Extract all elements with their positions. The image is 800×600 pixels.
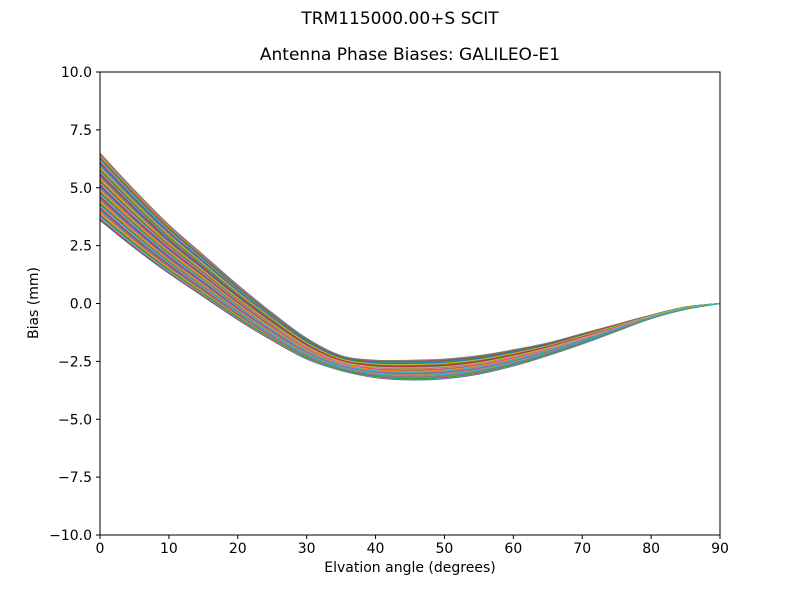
x-tick-label: 70: [573, 541, 591, 557]
y-tick-label: 0.0: [70, 297, 92, 313]
bias-curve: [99, 157, 721, 363]
bias-curve: [99, 183, 721, 370]
x-tick-label: 10: [160, 541, 178, 557]
x-tick-label: 90: [711, 541, 729, 557]
y-tick-label: 10.0: [61, 65, 92, 81]
bias-curve: [99, 207, 721, 377]
x-tick-label: 20: [229, 541, 247, 557]
y-tick-label: −10.0: [49, 528, 92, 544]
bias-curve: [99, 205, 721, 377]
y-tick-label: −5.0: [58, 412, 92, 428]
y-axis-label: Bias (mm): [26, 267, 42, 339]
bias-curve: [99, 167, 721, 366]
bias-curve: [99, 216, 721, 380]
bias-curve: [99, 173, 721, 367]
x-tick-label: 30: [298, 541, 316, 557]
bias-curve: [99, 212, 721, 379]
y-tick-label: 5.0: [70, 181, 92, 197]
bias-curve: [99, 218, 721, 381]
bias-curve: [99, 219, 721, 381]
bias-curve: [99, 217, 721, 380]
bias-curve: [99, 206, 721, 377]
bias-curve: [99, 215, 721, 380]
y-tick-label: 7.5: [70, 123, 92, 139]
bias-curve: [99, 193, 721, 373]
y-tick-label: 2.5: [70, 239, 92, 255]
x-axis-label: Elvation angle (degrees): [324, 560, 495, 576]
x-tick-label: 60: [504, 541, 522, 557]
bias-curve: [99, 211, 721, 379]
x-tick-label: 80: [642, 541, 660, 557]
bias-curve: [99, 209, 721, 378]
chart-title: Antenna Phase Biases: GALILEO-E1: [260, 45, 560, 65]
y-tick-label: −7.5: [58, 470, 92, 486]
bias-curve: [99, 214, 721, 379]
x-tick-label: 0: [96, 541, 105, 557]
x-tick-label: 40: [367, 541, 385, 557]
figure-suptitle: TRM115000.00+S SCIT: [300, 9, 499, 29]
curve-bundle: [99, 152, 721, 381]
bias-curve: [99, 210, 721, 378]
y-tick-label: −2.5: [58, 354, 92, 370]
bias-curve: [99, 208, 721, 378]
axes-frame: [99, 71, 721, 536]
x-tick-label: 50: [436, 541, 454, 557]
bias-curve: [99, 199, 721, 375]
axes-ticks: 0 10 20 30 40 50 60 70 80 90 −10.0 −7.5 −5.0 −2.5 0.0 2…: [49, 65, 729, 557]
